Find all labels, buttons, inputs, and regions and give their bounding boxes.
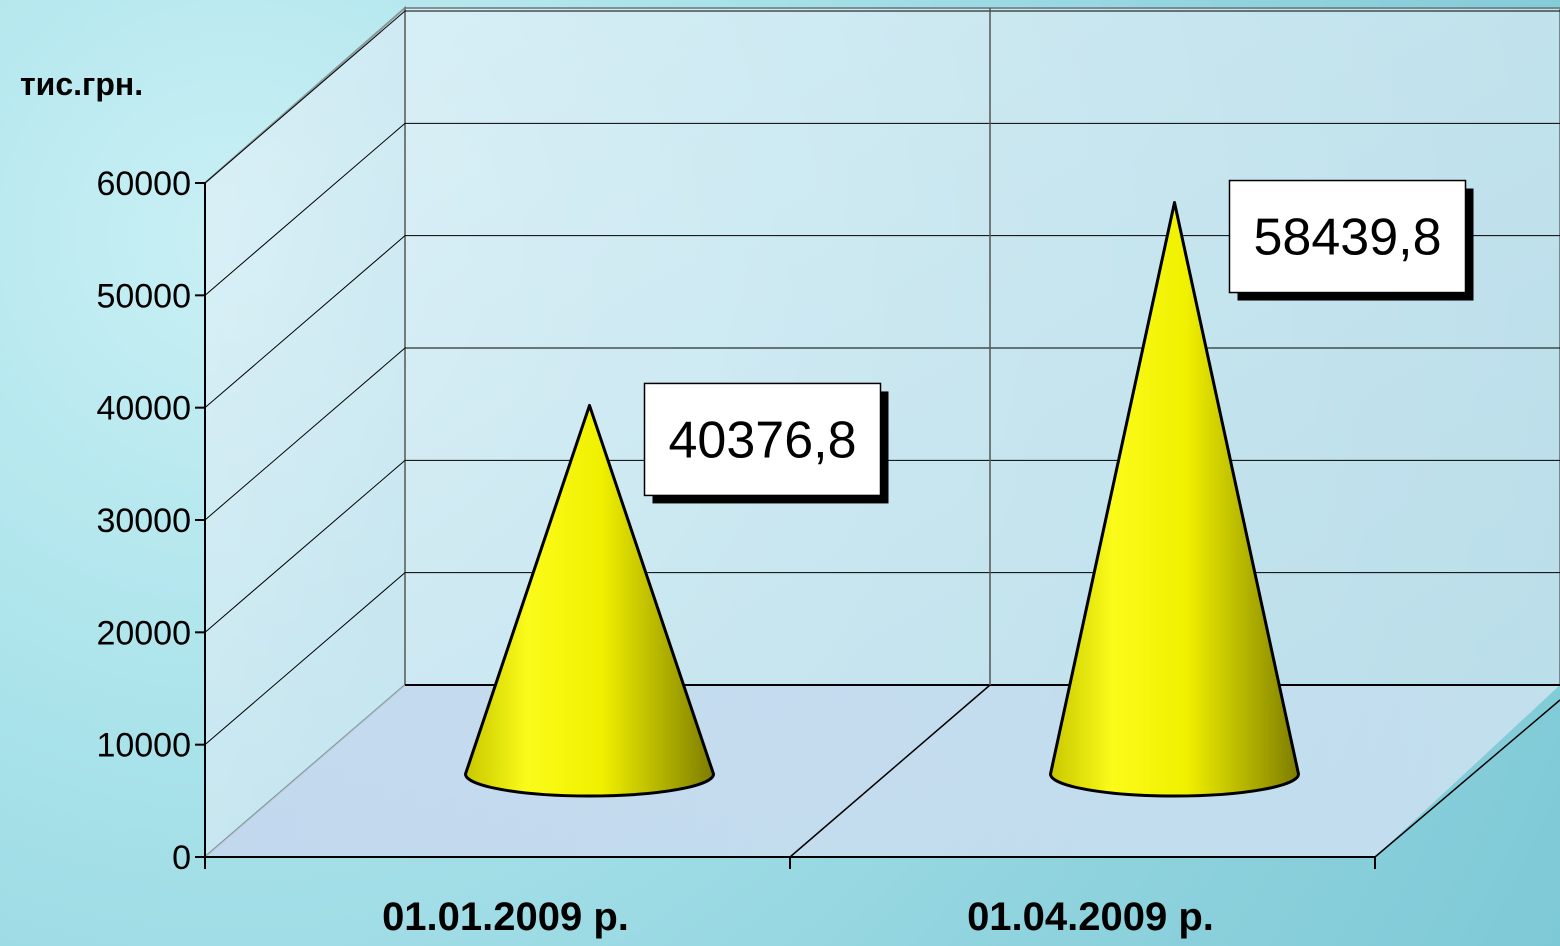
gridline-side bbox=[204, 347, 406, 521]
data-labels: 40376,8 58439,8 bbox=[643, 179, 1474, 504]
x-ticks: 01.01.2009 р. 01.04.2009 р. bbox=[204, 857, 1376, 939]
data-label: 40376,8 bbox=[669, 411, 857, 469]
gridline-side bbox=[204, 572, 406, 746]
y-ticks: 0 10000 20000 30000 40000 50000 60000 bbox=[96, 165, 205, 877]
gridline-side bbox=[204, 459, 406, 633]
floor-right-edge bbox=[1374, 699, 1560, 858]
data-label: 58439,8 bbox=[1254, 209, 1442, 267]
floor bbox=[205, 685, 1560, 857]
data-label-box bbox=[643, 382, 882, 497]
gridline-side bbox=[204, 10, 406, 184]
gridline-side bbox=[204, 235, 406, 409]
back-wall bbox=[404, 7, 1560, 686]
y-tick-label: 50000 bbox=[96, 277, 191, 315]
gridline-side bbox=[204, 122, 406, 296]
y-tick-label: 30000 bbox=[96, 502, 191, 540]
cone-bar bbox=[464, 403, 715, 798]
x-category-label: 01.04.2009 р. bbox=[967, 895, 1214, 939]
cone-bar bbox=[1049, 201, 1300, 798]
y-tick-label: 20000 bbox=[96, 614, 191, 652]
x-category-label: 01.01.2009 р. bbox=[382, 895, 629, 939]
y-tick-label: 40000 bbox=[96, 390, 191, 428]
cones bbox=[464, 201, 1300, 798]
y-tick-label: 10000 bbox=[96, 727, 191, 765]
y-tick-label: 0 bbox=[172, 839, 191, 877]
y-tick-label: 60000 bbox=[96, 165, 191, 203]
data-label-box bbox=[1228, 179, 1467, 294]
y-axis-unit-label: тис.грн. bbox=[20, 66, 143, 102]
floor-divider bbox=[789, 684, 991, 858]
